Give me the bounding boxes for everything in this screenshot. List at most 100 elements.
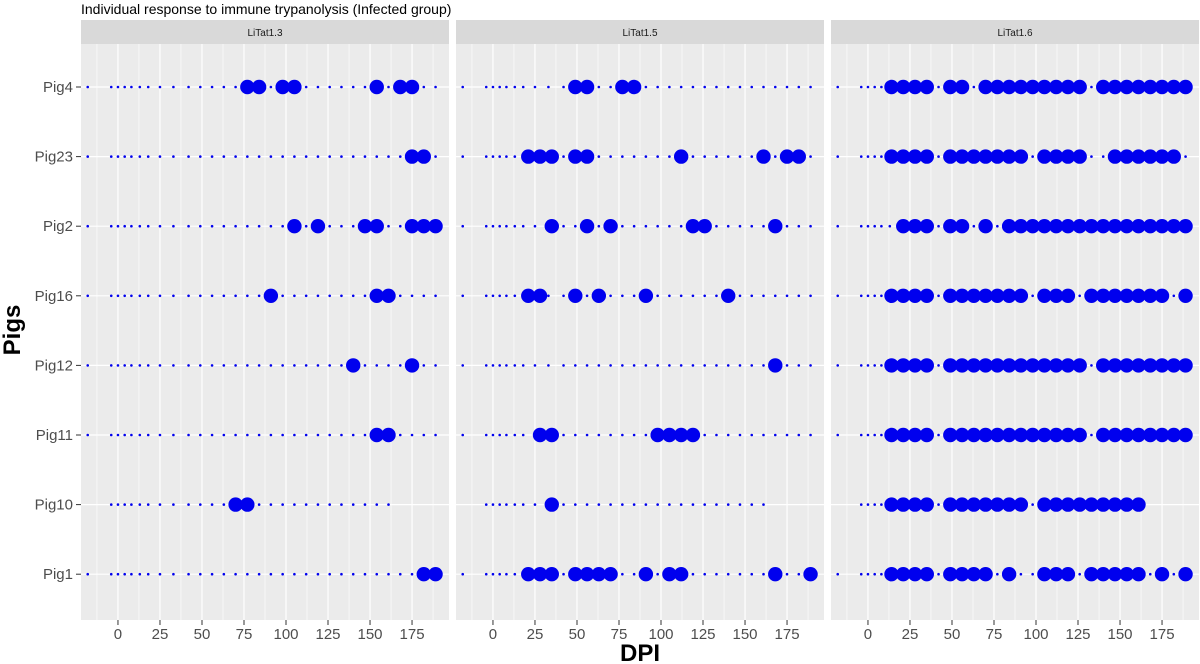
negative-sample-point xyxy=(146,433,150,437)
negative-sample-point xyxy=(726,503,730,506)
positive-sample-point xyxy=(1143,427,1158,443)
negative-sample-point xyxy=(199,155,202,158)
positive-sample-point xyxy=(263,288,279,303)
negative-sample-point xyxy=(505,224,508,228)
negative-sample-point xyxy=(726,85,730,89)
negative-sample-point xyxy=(484,364,488,367)
negative-sample-point xyxy=(750,433,754,437)
negative-sample-point xyxy=(293,572,296,576)
negative-sample-point xyxy=(562,155,565,158)
positive-sample-point xyxy=(1096,79,1111,95)
negative-sample-point xyxy=(210,364,214,367)
negative-sample-point xyxy=(363,364,367,367)
x-tick-label: 150 xyxy=(733,626,758,643)
negative-sample-point xyxy=(1148,572,1152,576)
negative-sample-point xyxy=(836,155,840,158)
positive-sample-point xyxy=(579,149,595,164)
negative-sample-point xyxy=(363,294,367,298)
negative-sample-point xyxy=(269,433,273,437)
positive-sample-point xyxy=(591,567,607,582)
negative-sample-point xyxy=(498,155,501,158)
positive-sample-point xyxy=(369,219,384,234)
negative-sample-point xyxy=(484,85,488,89)
negative-sample-point xyxy=(158,224,162,228)
positive-sample-point xyxy=(1107,288,1123,303)
negative-sample-point xyxy=(836,364,840,367)
negative-sample-point xyxy=(210,85,214,89)
negative-sample-point xyxy=(498,294,501,298)
negative-sample-point xyxy=(866,294,870,298)
x-tick-label: 0 xyxy=(864,626,872,643)
negative-sample-point xyxy=(86,364,90,367)
negative-sample-point xyxy=(797,433,801,437)
negative-sample-point xyxy=(621,294,624,298)
positive-sample-point xyxy=(393,79,408,95)
negative-sample-point xyxy=(533,364,537,367)
y-tick-label: Pig2 xyxy=(43,218,73,235)
negative-sample-point xyxy=(199,294,202,298)
x-tick-label: 25 xyxy=(152,626,169,643)
negative-sample-point xyxy=(340,155,343,158)
negative-sample-point xyxy=(656,224,659,228)
negative-sample-point xyxy=(738,503,742,506)
negative-sample-point xyxy=(340,503,343,506)
negative-sample-point xyxy=(726,433,730,437)
positive-sample-point xyxy=(768,358,783,373)
negative-sample-point xyxy=(750,572,754,576)
positive-sample-point xyxy=(544,219,559,234)
negative-sample-point xyxy=(422,85,426,89)
negative-sample-point xyxy=(691,155,695,158)
negative-sample-point xyxy=(679,85,683,89)
positive-sample-point xyxy=(544,567,559,582)
negative-sample-point xyxy=(521,503,525,506)
negative-sample-point xyxy=(809,364,812,367)
negative-sample-point xyxy=(609,155,612,158)
negative-sample-point xyxy=(726,364,730,367)
positive-sample-point xyxy=(416,567,431,582)
positive-sample-point xyxy=(1060,427,1076,443)
negative-sample-point xyxy=(533,224,537,228)
negative-sample-point xyxy=(86,294,90,298)
x-tick-label: 125 xyxy=(315,626,340,643)
facet-panel: LiTat1.3 0 25 50 75 100 125 150 175 xyxy=(81,20,449,643)
negative-sample-point xyxy=(363,503,367,506)
negative-sample-point xyxy=(533,503,537,506)
negative-sample-point xyxy=(656,572,659,576)
negative-sample-point xyxy=(410,572,414,576)
positive-sample-point xyxy=(1143,79,1158,95)
negative-sample-point xyxy=(621,503,624,506)
positive-sample-point xyxy=(1119,79,1134,95)
negative-sample-point xyxy=(199,503,202,506)
positive-sample-point xyxy=(1013,219,1029,234)
positive-sample-point xyxy=(978,427,993,443)
negative-sample-point xyxy=(668,224,671,228)
negative-sample-point xyxy=(703,85,706,89)
negative-sample-point xyxy=(130,155,133,158)
positive-sample-point xyxy=(532,288,548,303)
negative-sample-point xyxy=(750,364,754,367)
negative-sample-point xyxy=(172,503,175,506)
positive-sample-point xyxy=(662,567,677,582)
negative-sample-point xyxy=(434,364,437,367)
negative-sample-point xyxy=(491,433,495,437)
negative-sample-point xyxy=(491,224,495,228)
negative-sample-point xyxy=(130,294,133,298)
positive-sample-point xyxy=(544,149,559,164)
positive-sample-point xyxy=(907,497,923,512)
positive-sample-point xyxy=(638,567,654,582)
negative-sample-point xyxy=(521,85,525,89)
negative-sample-point xyxy=(246,155,249,158)
negative-sample-point xyxy=(491,294,495,298)
negative-sample-point xyxy=(809,433,812,437)
negative-sample-point xyxy=(505,85,508,89)
positive-sample-point xyxy=(919,358,934,373)
positive-sample-point xyxy=(1025,79,1040,95)
positive-sample-point xyxy=(369,288,384,303)
negative-sample-point xyxy=(691,572,695,576)
negative-sample-point xyxy=(281,572,284,576)
positive-sample-point xyxy=(544,427,559,443)
negative-sample-point xyxy=(461,224,465,228)
negative-sample-point xyxy=(562,572,565,576)
negative-sample-point xyxy=(609,364,612,367)
negative-sample-point xyxy=(123,364,126,367)
